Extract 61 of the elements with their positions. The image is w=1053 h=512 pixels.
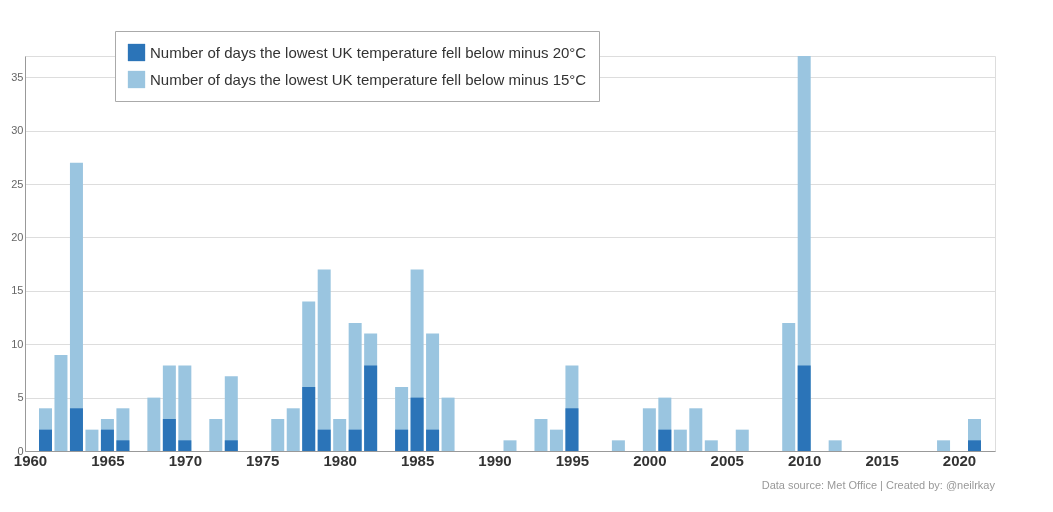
- bar: [317, 429, 331, 451]
- x-tick-label: 1995: [555, 451, 590, 469]
- y-tick-label: 35: [11, 70, 24, 83]
- bar: [286, 408, 300, 451]
- bar: [364, 365, 378, 451]
- x-tick-label: 1980: [323, 451, 357, 469]
- y-tick-label: 5: [17, 391, 24, 404]
- bar: [100, 429, 114, 451]
- bar: [689, 408, 703, 451]
- bar: [38, 429, 52, 451]
- bar: [658, 429, 672, 451]
- bar: [549, 429, 563, 451]
- bar: [54, 354, 68, 451]
- bar: [426, 429, 440, 451]
- bar: [147, 397, 161, 451]
- bar: [69, 408, 83, 451]
- bar: [673, 429, 687, 451]
- bar: [735, 429, 749, 451]
- y-tick-label: 30: [11, 124, 24, 137]
- x-tick-label: 1975: [246, 451, 280, 469]
- x-tick-label: 2010: [788, 451, 822, 469]
- bar: [704, 440, 718, 451]
- bar: [348, 429, 362, 451]
- x-tick-label: 2020: [942, 451, 977, 469]
- x-tick-label: 1970: [168, 451, 203, 469]
- bar: [782, 322, 796, 451]
- x-tick-label: 1965: [91, 451, 125, 469]
- bar: [395, 429, 409, 451]
- bar: [224, 440, 238, 451]
- bar: [534, 418, 548, 451]
- bar: [178, 440, 192, 451]
- bar: [209, 418, 223, 451]
- y-tick-label: 0: [17, 444, 24, 457]
- bar: [441, 397, 455, 451]
- x-tick-label: 2000: [633, 451, 667, 469]
- bar: [410, 397, 424, 451]
- bar: [642, 408, 656, 451]
- x-tick-label: 1985: [400, 451, 435, 469]
- y-tick-label: 15: [11, 284, 24, 297]
- bar: [565, 408, 579, 451]
- y-tick-label: 10: [11, 337, 24, 350]
- bar: [271, 418, 285, 451]
- x-tick-label: 2005: [710, 451, 744, 469]
- source-note: Data source: Met Office | Created by: @neilrkay: [761, 479, 996, 491]
- bar: [937, 440, 951, 451]
- bar: [162, 418, 176, 451]
- legend-label: Number of days the lowest UK temperature fell below minus 15°C: [150, 70, 587, 88]
- x-tick-label: 2015: [865, 451, 899, 469]
- y-tick-label: 25: [11, 177, 24, 190]
- legend-label: Number of days the lowest UK temperature fell below minus 20°C: [150, 43, 587, 61]
- bar: [333, 418, 347, 451]
- x-tick-label: 1990: [478, 451, 512, 469]
- bar: [503, 440, 517, 451]
- bar: [611, 440, 625, 451]
- bar: [302, 386, 316, 451]
- bar: [116, 440, 130, 451]
- bar: [85, 429, 99, 451]
- y-tick-label: 20: [11, 230, 24, 243]
- bar: [968, 440, 982, 451]
- bar: [828, 440, 842, 451]
- bar: [797, 365, 811, 451]
